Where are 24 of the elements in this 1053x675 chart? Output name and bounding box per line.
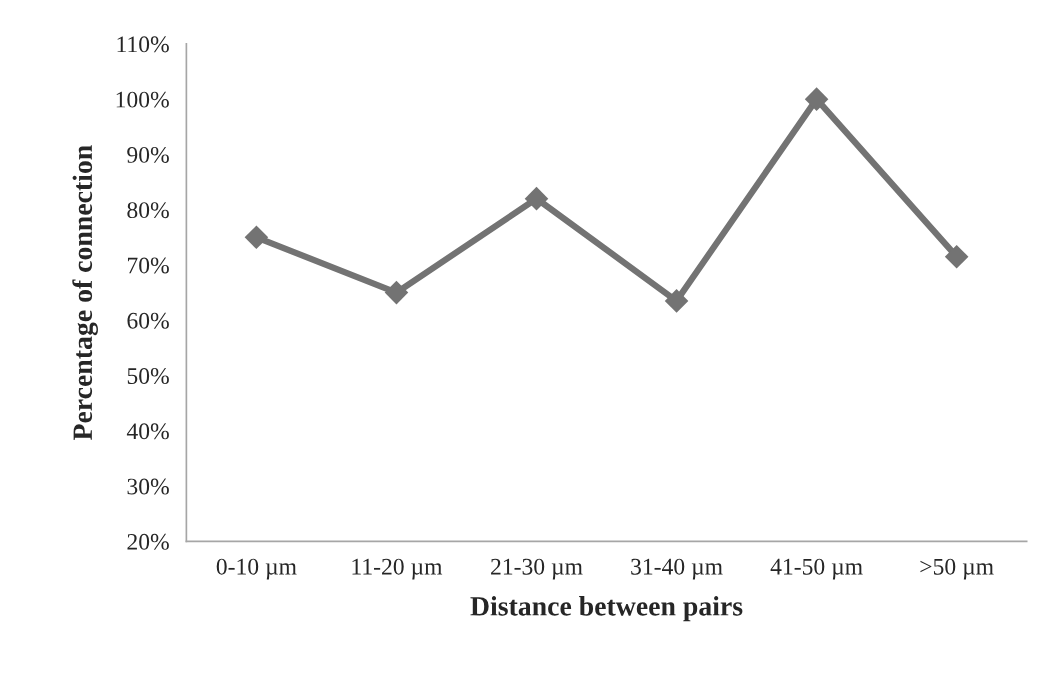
point — [804, 87, 829, 111]
y-axis-title: Percentage of connection — [72, 145, 98, 440]
point — [384, 280, 409, 305]
y-tick-label: 100% — [116, 91, 169, 108]
x-tick-label: 41-50 µm — [770, 558, 863, 580]
y-tick-label: 60% — [127, 312, 169, 329]
x-tick-label: 0-10 µm — [216, 558, 297, 580]
x-tick-label: 21-30 µm — [491, 558, 583, 580]
y-tick-label: 50% — [127, 368, 169, 385]
y-tick-label: 80% — [127, 202, 169, 219]
point — [524, 186, 549, 211]
y-tick-label: 30% — [127, 478, 169, 495]
y-tick-label: 40% — [126, 423, 169, 440]
point — [664, 289, 689, 313]
x-tick-label: 11-20 µm — [352, 558, 443, 580]
point — [944, 244, 969, 269]
point — [244, 225, 269, 250]
y-tick-label: 110% — [117, 36, 169, 53]
x-tick-label: 31-40 µm — [631, 558, 723, 580]
x-axis-title: Distance between pairs — [470, 596, 743, 622]
y-tick-label: 70% — [127, 257, 169, 274]
x-tick-label: >50 µm — [920, 558, 994, 580]
y-tick-label: 90% — [127, 146, 169, 163]
y-tick-label: 20% — [127, 533, 169, 550]
